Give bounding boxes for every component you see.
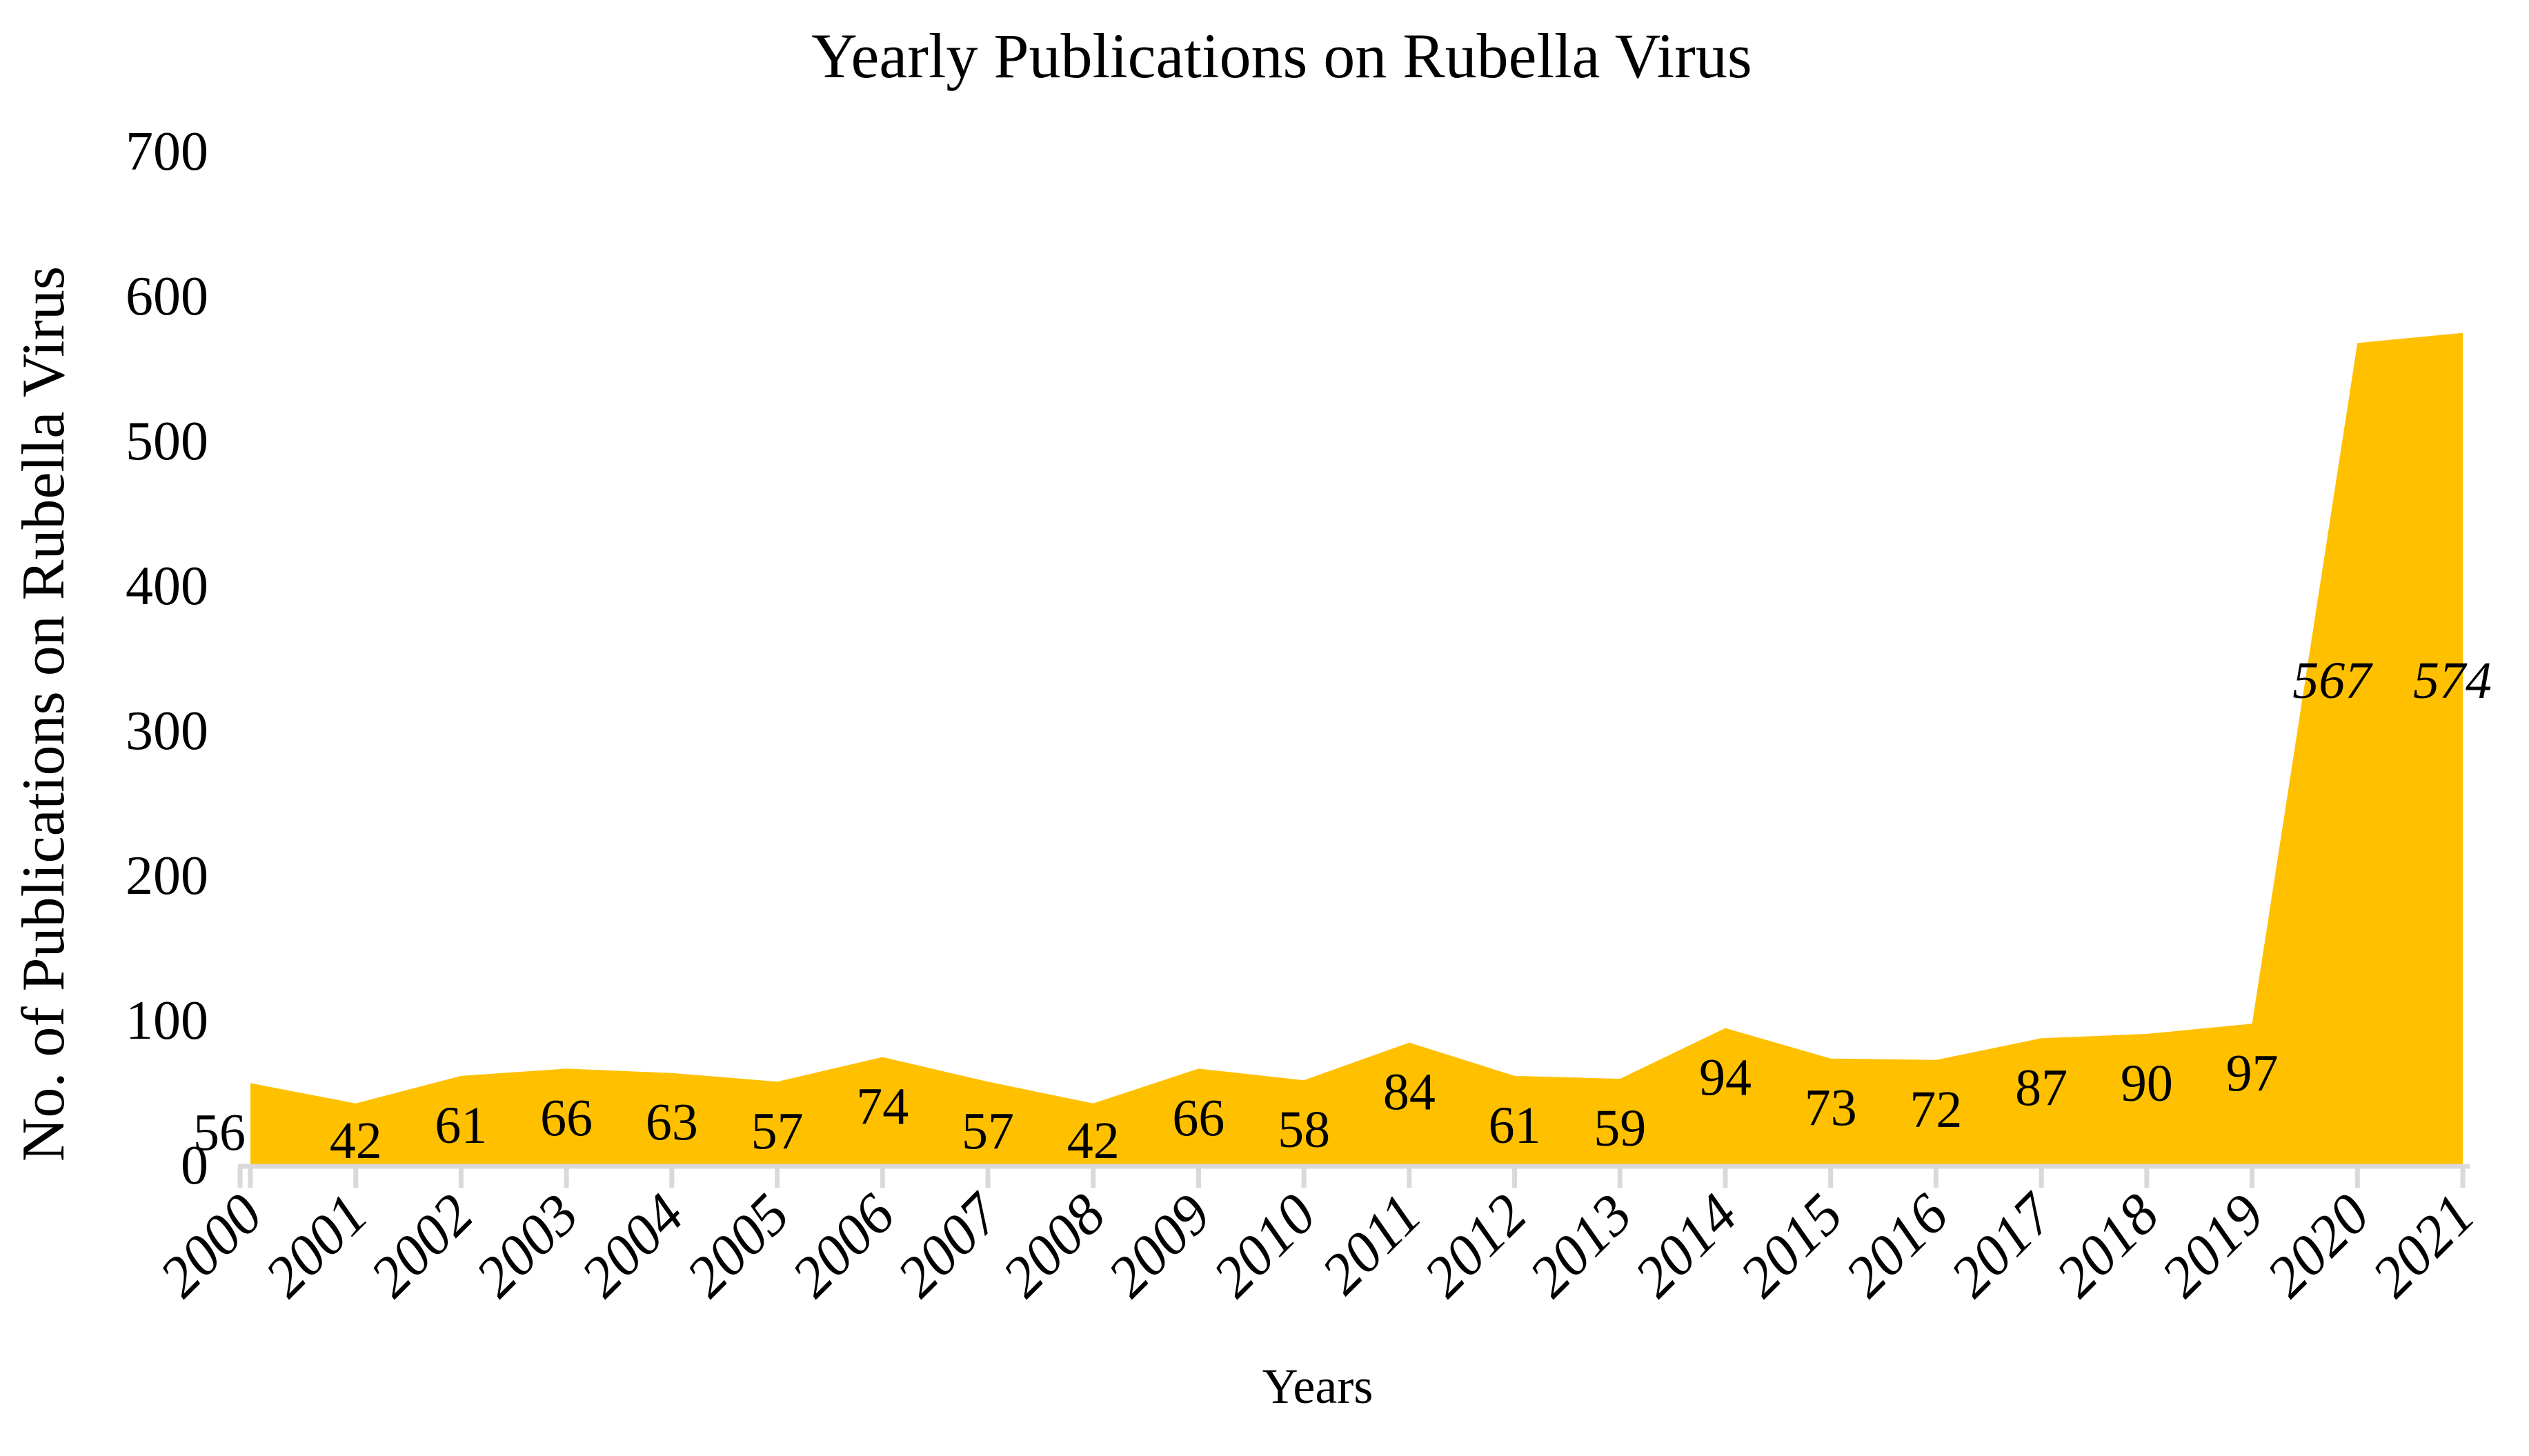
x-tick-label: 2001 — [253, 1182, 381, 1310]
data-label: 61 — [1489, 1097, 1541, 1155]
x-tick-label: 2007 — [885, 1181, 1014, 1310]
x-tick-label: 2011 — [1309, 1182, 1434, 1306]
x-tick-labels: 2000200120022003200420052006200720082009… — [148, 1181, 2488, 1310]
x-tick-label: 2013 — [1517, 1182, 1645, 1310]
x-tick-label: 2012 — [1411, 1182, 1539, 1310]
x-tick-label: 2021 — [2360, 1182, 2488, 1310]
y-tick-label: 600 — [126, 266, 208, 327]
data-label: 567 — [2292, 652, 2373, 710]
x-tick-label: 2015 — [1728, 1182, 1856, 1310]
x-axis-title: Years — [1262, 1359, 1373, 1414]
y-tick-label: 400 — [126, 556, 208, 617]
y-tick-label: 200 — [126, 846, 208, 906]
data-label: 66 — [1172, 1089, 1224, 1147]
x-tick-label: 2018 — [2044, 1182, 2172, 1310]
x-tick-label: 2002 — [358, 1182, 486, 1310]
data-labels: 56 42 61 66 63 57 74 57 42 66 58 84 61 59 94 73 72 87 90 97… — [193, 652, 2492, 1170]
area-path — [250, 332, 2463, 1165]
x-tick-label: 2020 — [2254, 1182, 2382, 1310]
x-tick-label: 2009 — [1095, 1182, 1223, 1310]
chart-title: Yearly Publications on Rubella Virus — [811, 21, 1752, 91]
data-label: 57 — [751, 1102, 804, 1160]
x-tick-label: 2005 — [674, 1182, 802, 1310]
y-tick-labels: 0 100 200 300 400 500 600 700 — [126, 121, 208, 1196]
data-label: 57 — [962, 1102, 1014, 1160]
y-tick-label: 300 — [126, 701, 208, 761]
x-tick-label: 2003 — [464, 1182, 591, 1310]
x-axis — [237, 1164, 2470, 1188]
data-label: 63 — [646, 1094, 698, 1152]
x-tick-label: 2006 — [780, 1182, 907, 1310]
data-label: 87 — [2015, 1059, 2067, 1117]
y-tick-label: 0 — [181, 1135, 208, 1196]
data-label: 42 — [330, 1112, 382, 1170]
data-label: 56 — [193, 1104, 246, 1161]
y-axis-title: No. of Publications on Rubella Virus — [10, 266, 77, 1161]
data-label: 42 — [1067, 1112, 1120, 1170]
data-label: 74 — [856, 1078, 909, 1136]
area-series — [250, 332, 2463, 1165]
y-tick-label: 700 — [126, 121, 208, 182]
data-label: 66 — [540, 1089, 593, 1147]
data-label: 97 — [2226, 1044, 2279, 1102]
x-tick-label: 2008 — [991, 1182, 1118, 1310]
y-tick-label: 500 — [126, 411, 208, 472]
x-tick-label: 2000 — [148, 1182, 275, 1310]
data-label: 84 — [1383, 1064, 1436, 1121]
data-label: 58 — [1278, 1101, 1330, 1159]
data-label: 574 — [2413, 652, 2492, 710]
x-tick-label: 2014 — [1623, 1182, 1750, 1310]
data-label: 73 — [1805, 1079, 1857, 1137]
data-label: 90 — [2121, 1055, 2173, 1113]
data-label: 61 — [435, 1097, 487, 1155]
x-tick-label: 2017 — [1938, 1181, 2067, 1310]
x-tick-label: 2016 — [1833, 1182, 1961, 1310]
data-label: 59 — [1594, 1099, 1646, 1157]
x-tick-label: 2010 — [1201, 1182, 1329, 1310]
x-tick-label: 2004 — [569, 1182, 697, 1310]
data-label: 94 — [1699, 1049, 1752, 1107]
y-tick-label: 100 — [126, 990, 208, 1051]
x-tick-label: 2019 — [2149, 1182, 2277, 1310]
data-label: 72 — [1910, 1081, 1962, 1139]
